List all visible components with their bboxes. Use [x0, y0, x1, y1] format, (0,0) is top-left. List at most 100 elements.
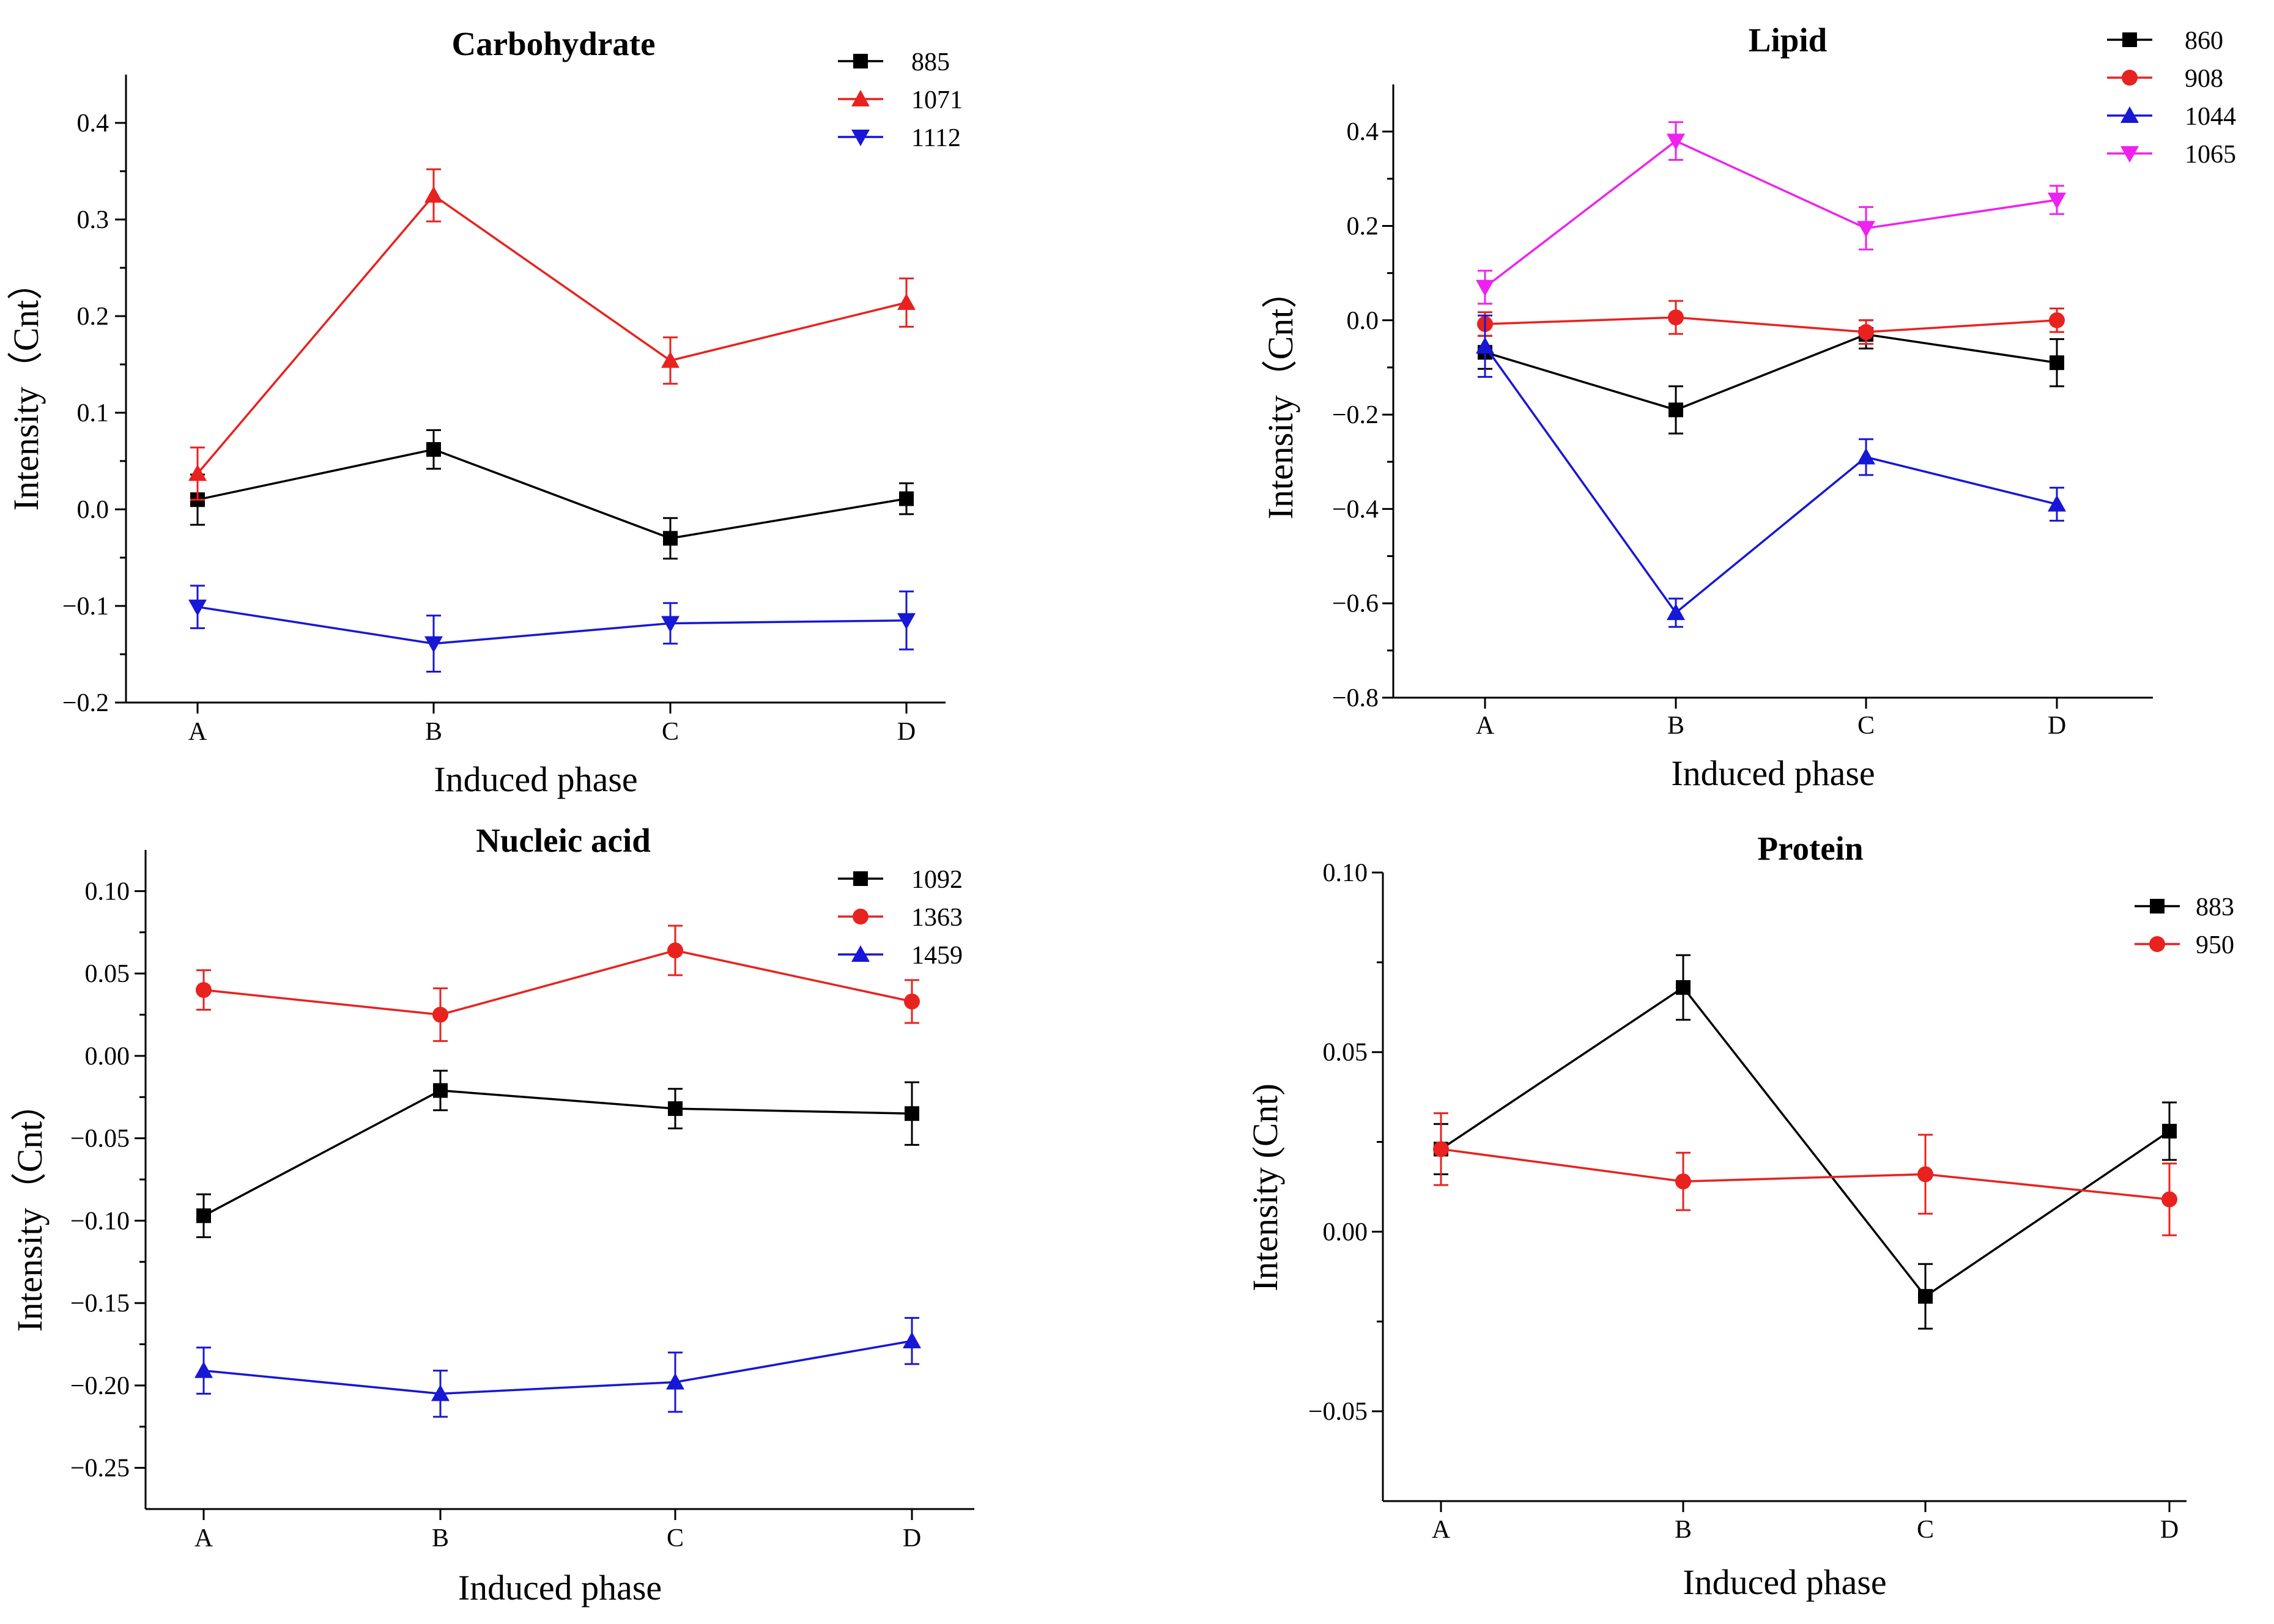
carbohydrate-data-point [661, 351, 680, 368]
nucleic-acid-data-point [433, 1083, 448, 1098]
nucleic-acid-data-point [667, 942, 683, 959]
nucleic-acid-data-point [668, 1101, 683, 1116]
nucleic-acid-data-point [432, 1006, 448, 1023]
protein-x-tick-label: D [2160, 1516, 2179, 1544]
nucleic-acid-y-tick-label: 0.00 [85, 1043, 130, 1071]
lipid-series-1044 [1476, 314, 2066, 628]
carbohydrate-legend-label: 885 [911, 48, 950, 76]
lipid-legend-label: 1065 [2185, 141, 2236, 169]
protein-x-tick-label: A [1432, 1516, 1451, 1544]
lipid-y-tick-label: −0.8 [1332, 684, 1379, 712]
carbohydrate-y-tick-label: 0.1 [77, 399, 109, 427]
lipid-x-tick-label: A [1476, 712, 1495, 740]
carbohydrate-data-point [899, 491, 914, 506]
carbohydrate-data-point [661, 616, 680, 633]
lipid-data-point [1857, 448, 1875, 465]
carbohydrate-legend-label: 1071 [911, 86, 963, 114]
lipid-legend-label: 908 [2185, 65, 2223, 93]
lipid-series-line [1484, 333, 2057, 412]
lipid-x-axis-label: Induced phase [1671, 753, 1875, 793]
nucleic-acid-series-1363 [196, 925, 920, 1043]
lipid-series-line [1484, 316, 2057, 333]
protein-legend-marker [2150, 899, 2165, 914]
lipid-legend-label: 1044 [2185, 103, 2236, 131]
lipid-y-tick-label: 0.2 [1347, 212, 1379, 240]
carbohydrate-data-point [424, 636, 443, 653]
lipid-legend-marker [2122, 70, 2138, 86]
lipid-series-line [1484, 139, 2057, 289]
nucleic-acid-legend-item: 1092 [838, 866, 963, 894]
lipid-y-tick-label: 0.4 [1347, 118, 1379, 146]
lipid-series-860 [1478, 319, 2064, 435]
carbohydrate-y-axis-label: Intensity（Cnt） [6, 265, 46, 511]
carbohydrate-chart: Carbohydrate Induced phase Intensity（Cnt） −… [6, 25, 963, 799]
carbohydrate-x-axis-label: Induced phase [434, 759, 637, 799]
lipid-data-point [1667, 603, 1685, 621]
nucleic-acid-data-point [666, 1373, 684, 1390]
nucleic-acid-x-tick-label: D [903, 1524, 921, 1552]
nucleic-acid-legend-item: 1363 [838, 904, 963, 932]
protein-data-point [2162, 1123, 2177, 1139]
protein-legend-item: 950 [2135, 931, 2234, 959]
lipid-chart: Lipid Induced phase Intensity（Cnt） −0.8 −0.6… [1261, 21, 2236, 793]
lipid-data-point [1668, 402, 1683, 418]
protein-y-tick-label: 0.05 [1323, 1039, 1368, 1067]
protein-x-axis-label: Induced phase [1683, 1562, 1886, 1602]
nucleic-acid-x-axis-label: Induced phase [458, 1568, 662, 1607]
carbohydrate-x-tick-label: B [425, 718, 442, 746]
nucleic-acid-legend-marker [851, 945, 870, 962]
carbohydrate-legend-marker [853, 54, 868, 68]
protein-data-point [1917, 1166, 1933, 1183]
lipid-data-point [1668, 309, 1684, 326]
nucleic-acid-y-axis-label: Intensity（Cnt） [10, 1086, 50, 1332]
carbohydrate-series-line [197, 448, 907, 540]
nucleic-acid-series-line [203, 949, 913, 1016]
protein-series-883 [1434, 954, 2177, 1330]
carbohydrate-legend-marker [851, 90, 870, 106]
nucleic-acid-series-line [203, 1340, 913, 1395]
lipid-data-point [1476, 279, 1494, 297]
nucleic-acid-legend-label: 1092 [911, 866, 963, 894]
carbohydrate-legend-item: 1112 [838, 124, 961, 152]
protein-data-point [1918, 1289, 1933, 1304]
protein-data-point [1675, 1173, 1691, 1190]
carbohydrate-data-point [426, 442, 441, 457]
carbohydrate-y-tick-label: −0.2 [62, 689, 109, 717]
lipid-series-line [1484, 345, 2057, 615]
lipid-legend-marker [2120, 106, 2139, 123]
nucleic-acid-data-point [904, 993, 920, 1009]
protein-y-tick-label: 0.10 [1323, 859, 1368, 887]
lipid-legend-marker [2122, 32, 2137, 47]
nucleic-acid-y-tick-label: −0.15 [70, 1290, 130, 1318]
lipid-data-point [2048, 495, 2066, 512]
protein-legend-label: 950 [2196, 931, 2234, 959]
protein-data-point [2161, 1191, 2177, 1208]
lipid-series-1065 [1476, 121, 2066, 305]
protein-series-950 [1433, 1112, 2177, 1236]
nucleic-acid-series-1092 [196, 1069, 919, 1238]
carbohydrate-x-tick-label: C [662, 718, 679, 746]
lipid-y-axis-label: Intensity（Cnt） [1261, 273, 1300, 520]
carbohydrate-x-tick-label: D [897, 718, 916, 746]
carbohydrate-data-point [424, 186, 443, 203]
protein-y-tick-label: −0.05 [1308, 1398, 1368, 1426]
carbohydrate-legend-label: 1112 [911, 124, 961, 152]
carbohydrate-series-line [197, 605, 907, 645]
lipid-data-point [2048, 193, 2066, 210]
lipid-chart-title: Lipid [1749, 21, 1827, 59]
nucleic-acid-legend-marker [853, 871, 868, 886]
nucleic-acid-series-line [203, 1089, 913, 1217]
lipid-y-tick-label: −0.2 [1332, 401, 1379, 429]
nucleic-acid-y-tick-label: 0.10 [85, 877, 130, 906]
nucleic-acid-data-point [903, 1332, 921, 1349]
carbohydrate-y-tick-label: 0.2 [77, 303, 109, 331]
carbohydrate-legend-marker [851, 130, 870, 146]
nucleic-acid-y-tick-label: 0.05 [85, 960, 130, 988]
protein-data-point [1433, 1141, 1449, 1157]
lipid-y-tick-label: −0.4 [1332, 495, 1379, 523]
lipid-legend-item: 1044 [2107, 103, 2236, 131]
carbohydrate-series-line [196, 194, 907, 474]
nucleic-acid-data-point [905, 1106, 919, 1121]
